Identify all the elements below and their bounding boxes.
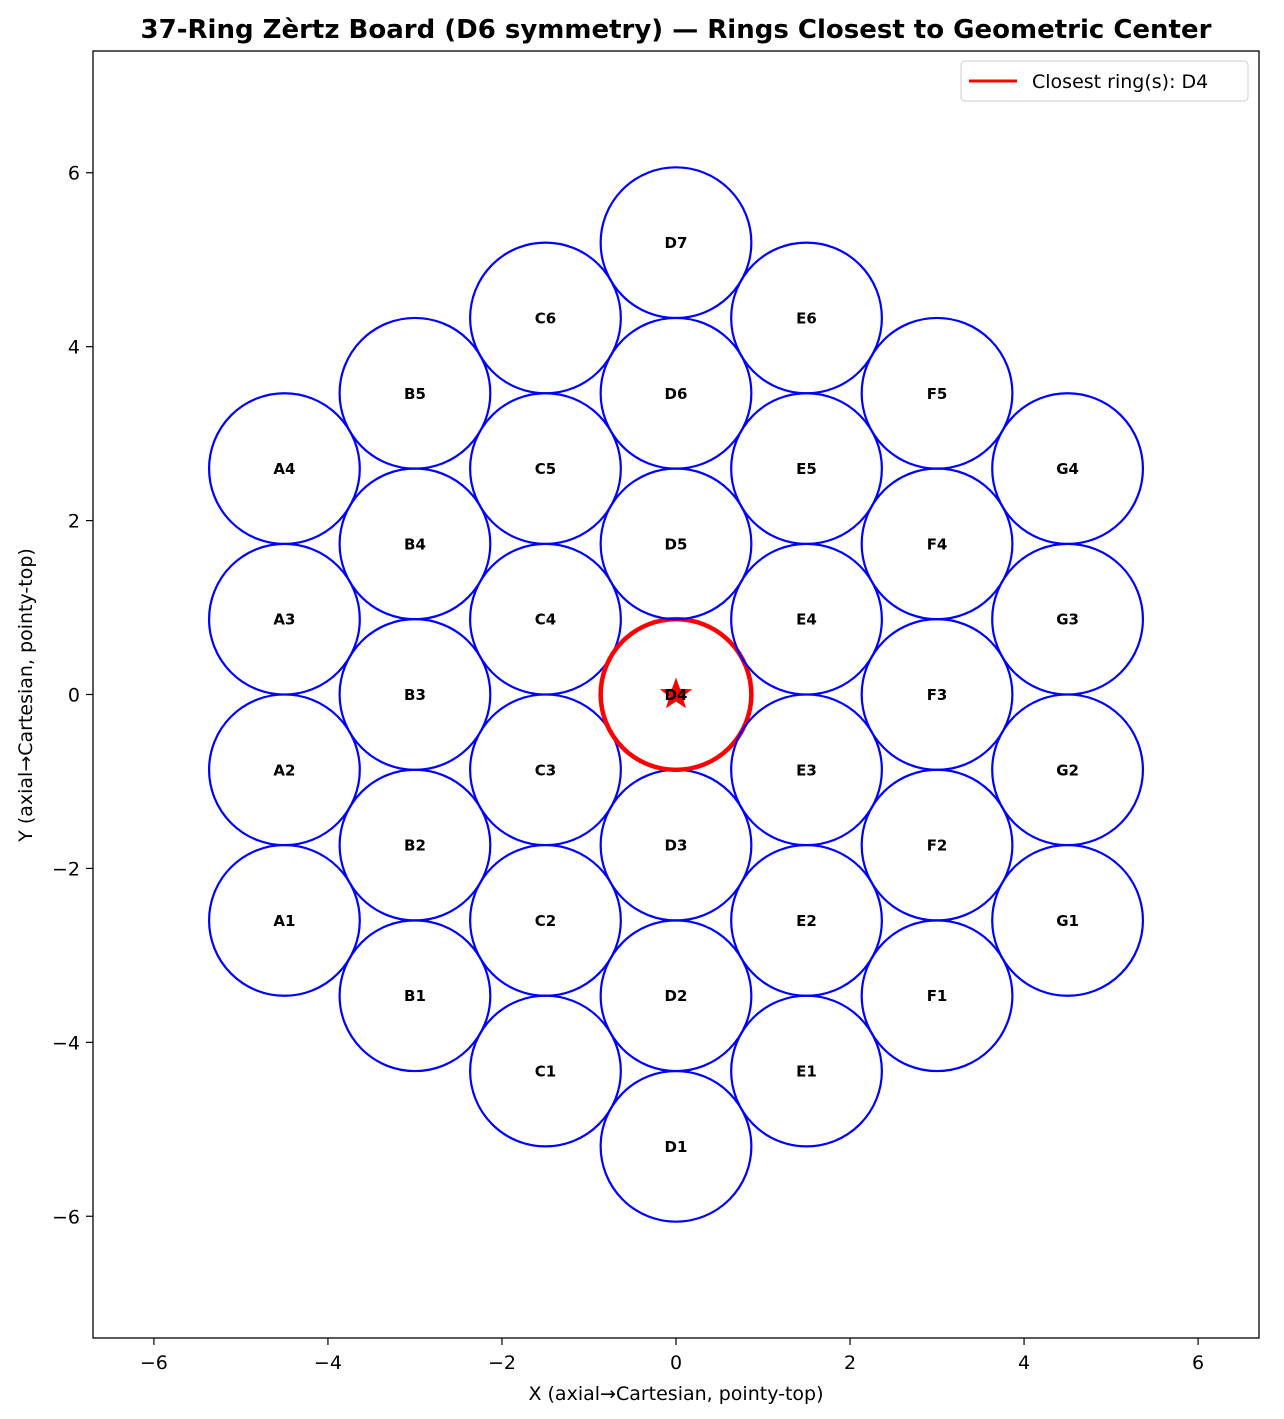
ring-label-g3: G3 — [1056, 611, 1079, 629]
x-tick-label: 6 — [1192, 1352, 1204, 1374]
legend: Closest ring(s): D4 — [960, 60, 1249, 102]
ring-e6 — [730, 241, 883, 395]
ring-label-d7: D7 — [665, 234, 688, 252]
ring-d7 — [599, 166, 753, 320]
plot-area: A1 A2 A3 A4 B1 B2 B3 B4 B5 C1 C2 C3 C4 C5 C6 D1 D2 D3 D4 D5… — [207, 166, 1145, 1223]
ring-label-a2: A2 — [273, 761, 295, 779]
x-tick-label: 0 — [670, 1352, 682, 1374]
ring-label-b5: B5 — [404, 385, 426, 403]
y-axis-label: Y (axial→Cartesian, pointy-top) — [15, 548, 37, 843]
ring-label-d5: D5 — [665, 535, 688, 553]
ring-label-e1: E1 — [796, 1063, 817, 1081]
y-tick-label: −2 — [52, 858, 80, 880]
ring-label-d4: D4 — [665, 686, 688, 704]
ring-label-d6: D6 — [665, 385, 688, 403]
ring-label-b1: B1 — [404, 987, 426, 1005]
ring-label-g1: G1 — [1056, 912, 1079, 930]
ring-f5 — [860, 316, 1014, 470]
ring-label-b3: B3 — [404, 686, 426, 704]
ring-label-g4: G4 — [1056, 460, 1079, 478]
y-tick-label: 6 — [68, 163, 80, 185]
ring-label-d2: D2 — [665, 987, 688, 1005]
ring-label-e5: E5 — [796, 460, 817, 478]
ring-label-e6: E6 — [796, 309, 817, 327]
x-axis-label: X (axial→Cartesian, pointy-top) — [528, 1383, 823, 1405]
y-tick-label: −4 — [52, 1032, 80, 1054]
ring-label-b2: B2 — [404, 837, 426, 855]
x-tick-label: 2 — [844, 1352, 856, 1374]
ring-label-g2: G2 — [1056, 761, 1079, 779]
ring-label-c6: C6 — [535, 309, 556, 327]
legend-entry-text: Closest ring(s): D4 — [1032, 71, 1208, 93]
x-tick-label: −2 — [488, 1352, 516, 1374]
ring-label-c4: C4 — [535, 611, 556, 629]
y-tick-label: 4 — [68, 337, 80, 359]
ring-label-c2: C2 — [535, 912, 556, 930]
ring-label-e3: E3 — [796, 761, 817, 779]
ring-label-d1: D1 — [665, 1138, 688, 1156]
ring-label-a1: A1 — [273, 912, 295, 930]
ring-label-e2: E2 — [796, 912, 817, 930]
y-tick-label: −6 — [52, 1206, 80, 1228]
ring-a4 — [207, 392, 361, 546]
ring-label-c5: C5 — [535, 460, 556, 478]
x-tick-label: 4 — [1018, 1352, 1030, 1374]
ring-label-c3: C3 — [535, 761, 556, 779]
legend-box — [960, 60, 1249, 102]
ring-label-e4: E4 — [796, 611, 817, 629]
ring-label-c1: C1 — [535, 1063, 556, 1081]
ring-label-a3: A3 — [273, 611, 295, 629]
ring-label-f4: F4 — [927, 535, 948, 553]
ring-label-b4: B4 — [404, 535, 426, 553]
ring-g4 — [991, 392, 1145, 546]
ring-label-d3: D3 — [665, 837, 688, 855]
x-tick-label: −6 — [140, 1352, 168, 1374]
axis-ticks: −6 −4 −2 0 2 4 6 −6 −4 −2 0 2 4 6 — [52, 163, 1204, 1374]
ring-label-a4: A4 — [273, 460, 295, 478]
ring-label-f1: F1 — [927, 987, 948, 1005]
center-star-icon — [659, 677, 693, 709]
chart-title: 37-Ring Zèrtz Board (D6 symmetry) — Ring… — [141, 15, 1212, 45]
ring-label-f3: F3 — [927, 686, 948, 704]
y-tick-label: 0 — [68, 685, 80, 707]
ring-c6 — [469, 241, 622, 395]
x-tick-label: −4 — [314, 1352, 342, 1374]
ring-b5 — [338, 316, 492, 470]
ring-label-f5: F5 — [927, 385, 948, 403]
ring-label-f2: F2 — [927, 837, 948, 855]
y-tick-label: 2 — [68, 511, 80, 533]
